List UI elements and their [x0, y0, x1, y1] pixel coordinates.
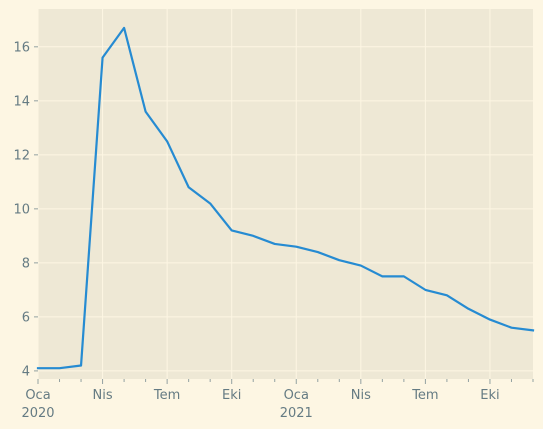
x-tick-year-label: 2021 [280, 406, 313, 421]
x-tick-label: Eki [480, 388, 499, 403]
x-tick-label: Eki [222, 388, 241, 403]
plot-area [38, 9, 533, 379]
x-tick-label: Nis [351, 388, 371, 403]
x-tick-year-label: 2020 [21, 406, 54, 421]
series-line [36, 26, 535, 370]
y-tick-label: 10 [13, 202, 30, 217]
x-tick-label: Tem [411, 388, 438, 403]
x-tick-label: Nis [93, 388, 113, 403]
y-tick-label: 14 [13, 94, 30, 109]
x-tick-label: Tem [153, 388, 180, 403]
series-layer [36, 26, 535, 370]
y-tick-label: 6 [22, 310, 30, 325]
y-tick-label: 16 [13, 40, 30, 55]
y-tick-label: 4 [22, 364, 30, 379]
y-tick-label: 8 [22, 256, 30, 271]
x-tick-label: Oca [25, 388, 50, 403]
y-tick-label: 12 [13, 148, 30, 163]
axes: 4 6 8 10 12 14 16 Oca 2020 Nis Tem Eki Oca 2021 Nis Tem… [13, 40, 534, 421]
x-tick-label: Oca [284, 388, 309, 403]
